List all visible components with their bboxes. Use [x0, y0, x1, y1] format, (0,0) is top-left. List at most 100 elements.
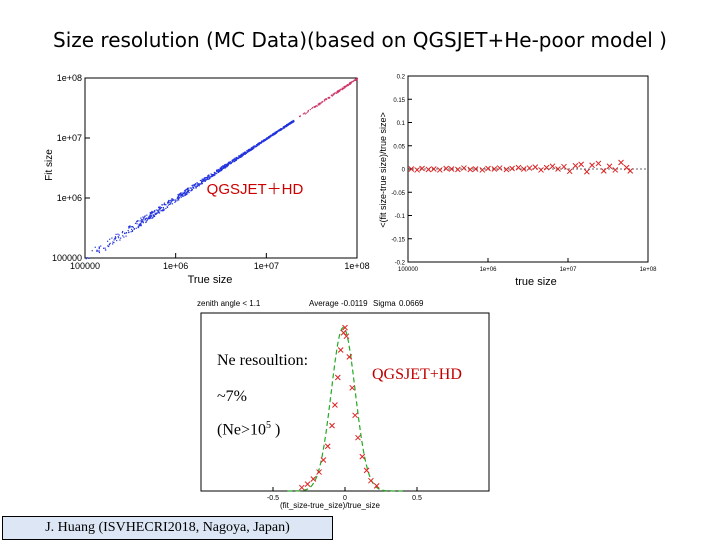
chart2-y-tick-label: -0.2 — [395, 261, 406, 267]
chart1-point — [316, 105, 318, 107]
chart1-point — [94, 246, 96, 248]
chart1-point — [337, 90, 339, 92]
chart1-point — [235, 158, 237, 160]
chart1-point — [167, 202, 170, 204]
chart1-point — [161, 210, 163, 212]
chart1-point — [273, 133, 275, 135]
chart1-point — [152, 216, 154, 218]
chart1-point — [198, 185, 200, 187]
chart2-y-tick-label: 0.15 — [393, 98, 405, 104]
chart1-point — [171, 200, 173, 203]
chart1-point — [244, 151, 247, 153]
chart1-point — [163, 203, 165, 206]
chart1-point — [163, 209, 165, 211]
chart1-point — [211, 175, 214, 177]
chart1-point — [214, 173, 216, 175]
chart1-point — [259, 141, 261, 144]
chart2-y-tick-label: 0.05 — [393, 144, 405, 150]
chart3-point — [329, 422, 335, 429]
chart1-point — [184, 194, 186, 196]
chart1-point — [186, 193, 188, 195]
chart1-point — [262, 139, 264, 142]
chart1-point — [305, 112, 307, 114]
chart1-point — [98, 246, 100, 248]
chart1-point — [299, 115, 301, 117]
chart1-point — [127, 229, 129, 232]
chart1-point — [344, 85, 346, 87]
chart1-point — [171, 198, 173, 200]
chart1-point — [266, 137, 268, 139]
chart1-point — [276, 131, 278, 133]
chart1-point — [85, 258, 87, 260]
chart1-point — [253, 147, 255, 149]
chart1-point — [251, 148, 254, 150]
chart1-point — [201, 183, 203, 185]
chart1-point — [203, 179, 205, 181]
chart1-point — [88, 257, 90, 259]
chart1-point — [194, 184, 196, 186]
chart1-x-label: True size — [188, 274, 233, 286]
chart1-point — [344, 86, 346, 89]
chart1-point — [272, 133, 274, 135]
chart1-point — [159, 207, 162, 209]
chart1-point — [151, 217, 153, 219]
chart1-point — [167, 201, 169, 203]
chart1-point — [197, 183, 199, 185]
chart1-point — [154, 212, 156, 214]
chart1-point — [335, 92, 338, 94]
chart1-point — [150, 215, 152, 218]
chart1-point — [138, 223, 141, 225]
chart1-point — [246, 150, 248, 152]
chart2-point — [543, 164, 550, 171]
chart1-point — [178, 193, 180, 195]
chart1-point — [255, 145, 257, 147]
chart1-point — [265, 138, 267, 140]
ne-condition-exponent: 5 — [266, 420, 272, 431]
ne-condition: (Ne>105 ) — [217, 420, 280, 439]
chart1-point — [337, 90, 339, 93]
chart2-point — [526, 165, 533, 171]
chart1-point — [261, 141, 263, 143]
chart1-point — [208, 174, 210, 176]
ne-resolution-value: ~7% — [217, 388, 247, 405]
chart1-point — [140, 220, 142, 222]
chart1-point — [257, 145, 259, 147]
chart1-point — [264, 139, 266, 141]
chart1-point — [153, 211, 155, 213]
chart1-annotation: QGSJET＋HD — [207, 181, 304, 198]
chart1-point — [338, 89, 340, 92]
chart1-point — [242, 152, 244, 154]
chart1-point — [214, 172, 216, 174]
chart1-point — [166, 206, 168, 208]
chart1-point — [157, 211, 159, 213]
chart1-point — [341, 88, 343, 90]
chart1-point — [180, 193, 182, 195]
chart1-point — [197, 184, 200, 186]
chart1-point — [205, 179, 207, 181]
chart3-point — [324, 443, 331, 450]
chart1-point — [261, 140, 263, 142]
chart1-point — [155, 213, 157, 215]
chart3-point — [320, 457, 327, 463]
chart1-point — [184, 193, 186, 195]
chart1-point — [290, 121, 292, 123]
chart1-point — [254, 145, 256, 147]
chart3-point — [332, 402, 338, 408]
chart1-point — [269, 135, 271, 137]
chart1-point — [86, 257, 88, 259]
chart1-point — [349, 82, 351, 84]
chart1-point — [158, 206, 160, 208]
chart1-point — [100, 245, 102, 247]
chart1-point — [208, 175, 210, 177]
chart1-point — [142, 219, 144, 221]
chart1-point — [266, 138, 268, 140]
chart1-point — [190, 189, 193, 191]
chart1-point — [202, 180, 204, 182]
chart1-point — [292, 119, 294, 122]
chart1-point — [206, 176, 208, 179]
chart1-point — [343, 86, 345, 88]
chart1-point — [200, 181, 203, 183]
chart1-point — [111, 237, 113, 239]
chart1-point — [136, 223, 138, 225]
chart1-point — [182, 192, 185, 194]
